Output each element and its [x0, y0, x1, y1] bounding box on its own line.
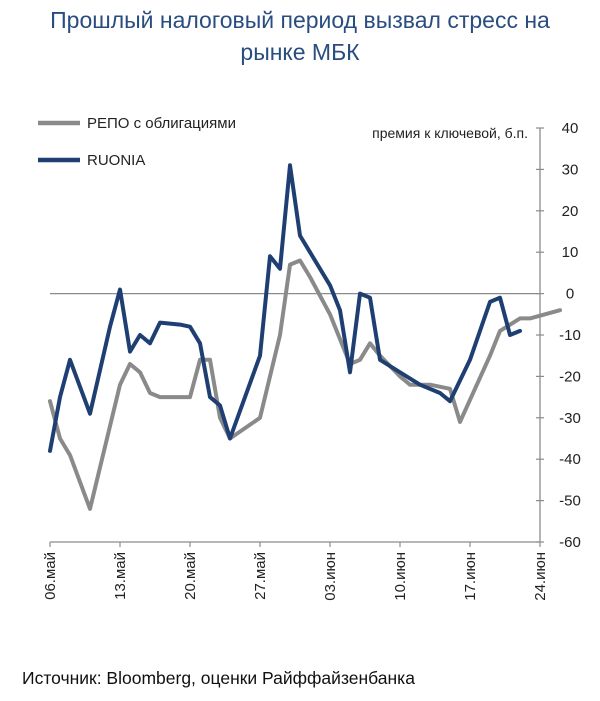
chart-title: Прошлый налоговый период вызвал стресс н…	[0, 4, 600, 68]
legend-label: RUONIA	[87, 152, 145, 169]
legend-ruonia: RUONIA	[38, 152, 145, 169]
repo-series-line	[48, 258, 562, 511]
x-tick-label: 06.май	[42, 552, 59, 600]
y-tick-label: -30	[559, 410, 581, 427]
chart-axes: 40 30 20 10 0 -10 -20 -30 -40 -50 -60 06.май 13.май 2…	[42, 120, 581, 601]
y-tick-label: -10	[559, 327, 581, 344]
y-tick-label: 30	[562, 161, 579, 178]
x-tick-label: 24.июн	[532, 552, 549, 601]
y-tick-label: 40	[562, 120, 579, 137]
x-tick-label: 27.май	[252, 552, 269, 600]
y-tick-label: -50	[559, 493, 581, 510]
x-tick-label: 03.июн	[322, 552, 339, 601]
chart-series	[48, 163, 562, 511]
y-tick-label: -40	[559, 451, 581, 468]
legend-label: РЕПО с облигациями	[87, 115, 236, 132]
x-tick-label: 17.июн	[462, 552, 479, 601]
y-tick-label: 10	[562, 244, 579, 261]
chart-legend: РЕПО с облигациями RUONIA	[38, 115, 236, 169]
x-tick-label: 20.май	[182, 552, 199, 600]
source-note: Источник: Bloomberg, оценки Райффайзенба…	[22, 668, 415, 688]
y-tick-label: 0	[566, 286, 574, 303]
y-tick-label: -20	[559, 368, 581, 385]
y-tick-label: -60	[559, 534, 581, 551]
chart-title-line-2: рынке МБК	[240, 39, 360, 65]
x-tick-label: 10.июн	[392, 552, 409, 601]
ruonia-series-line	[48, 163, 522, 453]
legend-repo: РЕПО с облигациями	[38, 115, 236, 132]
x-tick-label: 13.май	[112, 552, 129, 600]
y-tick-label: 20	[562, 203, 579, 220]
chart-title-line-1: Прошлый налоговый период вызвал стресс н…	[50, 7, 550, 33]
y-axis-label: премия к ключевой, б.п.	[372, 125, 528, 141]
